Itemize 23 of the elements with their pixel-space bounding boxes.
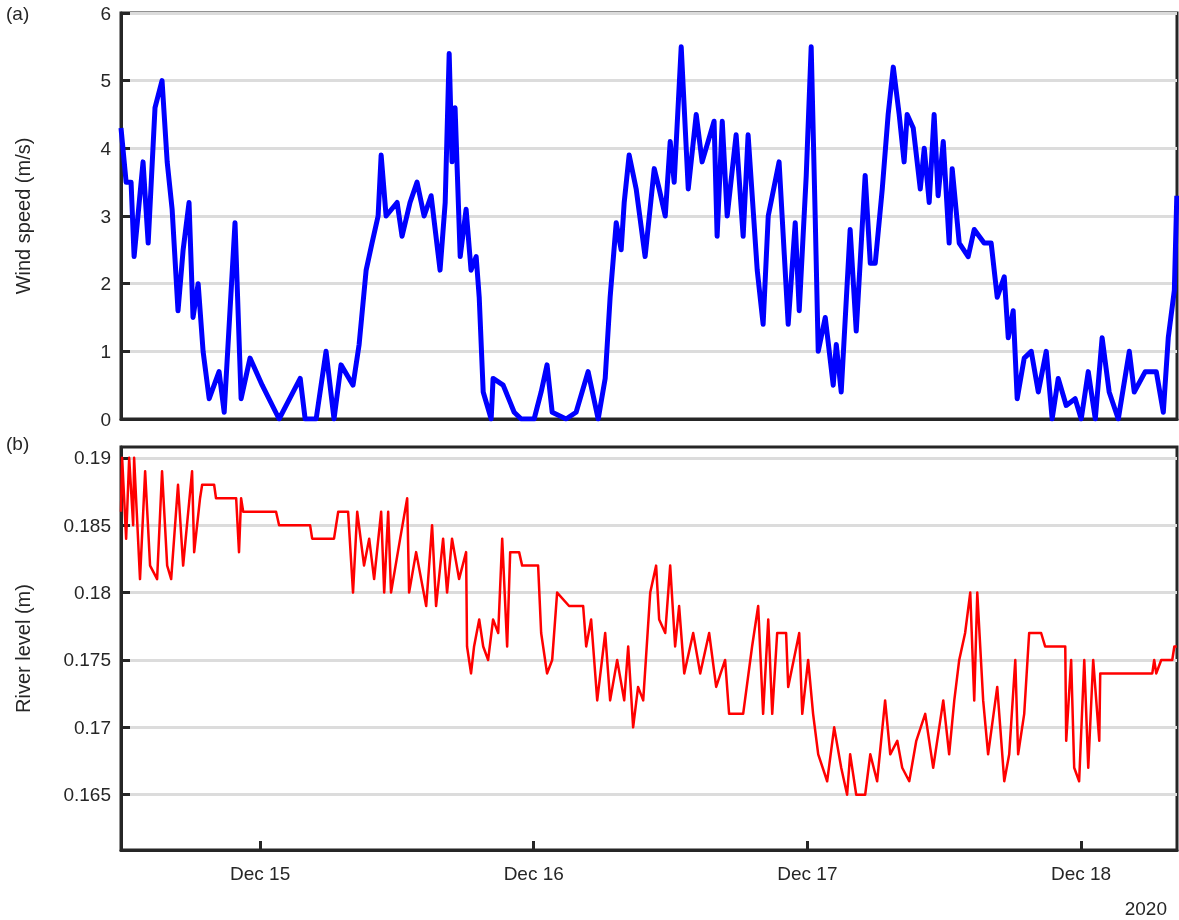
- y-axis-title: River level (m): [12, 584, 34, 713]
- y-tick-label: 0.18: [74, 582, 111, 604]
- y-tick-label: 1: [100, 340, 111, 362]
- y-tick-label: 6: [100, 2, 111, 24]
- y-tick-label: 3: [100, 205, 111, 227]
- x-tick-label: Dec 15: [230, 863, 291, 884]
- line-series: [119, 456, 1179, 796]
- y-tick-label: 0.17: [74, 716, 111, 738]
- x-tick-label: Dec 18: [1050, 863, 1112, 884]
- text: (b): [6, 433, 30, 454]
- y-tick-label: 5: [100, 70, 111, 92]
- x-tick-label: Dec 16: [503, 863, 564, 884]
- y-axis-title: Wind speed (m/s): [12, 137, 34, 295]
- text: 2020: [1124, 898, 1168, 919]
- y-tick-label: 2: [100, 273, 111, 295]
- y-tick-label: 0.175: [63, 649, 111, 671]
- text: (a): [6, 3, 30, 24]
- y-tick-label: 4: [100, 137, 112, 159]
- y-tick-label: 0.185: [63, 514, 111, 536]
- x-tick-label: Dec 17: [777, 863, 838, 884]
- y-tick-label: 0.19: [74, 447, 111, 469]
- y-tick-label: 0.165: [63, 784, 111, 806]
- y-tick-label: 0: [100, 408, 111, 430]
